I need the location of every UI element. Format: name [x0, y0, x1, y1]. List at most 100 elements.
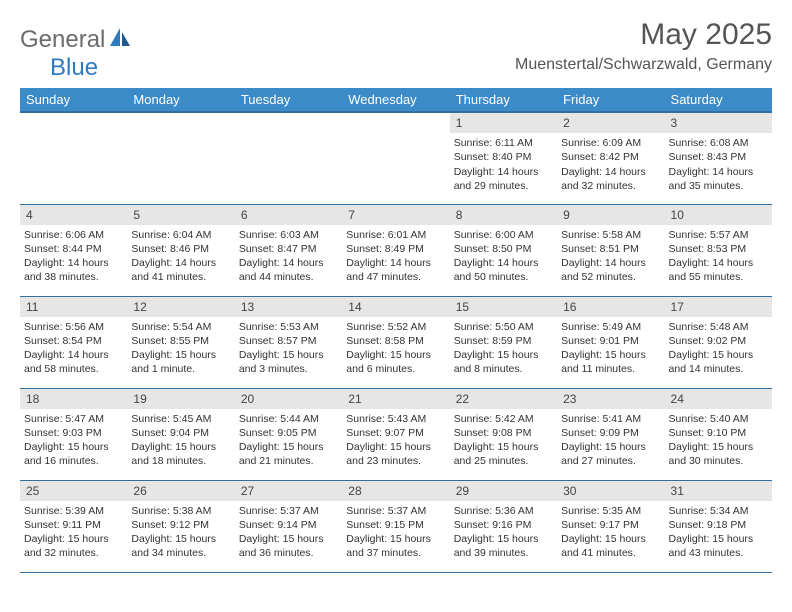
day-number: 21: [342, 389, 449, 409]
day-number: 8: [450, 205, 557, 225]
day-details: Sunrise: 5:40 AMSunset: 9:10 PMDaylight:…: [669, 412, 768, 469]
day-number: 19: [127, 389, 234, 409]
day-details: Sunrise: 6:01 AMSunset: 8:49 PMDaylight:…: [346, 228, 445, 285]
weekday-header: Monday: [127, 88, 234, 112]
weekday-header: Wednesday: [342, 88, 449, 112]
calendar-day-cell: 12 Sunrise: 5:54 AMSunset: 8:55 PMDayligh…: [127, 296, 234, 388]
calendar-day-cell: 17 Sunrise: 5:48 AMSunset: 9:02 PMDayligh…: [665, 296, 772, 388]
day-number: 1: [450, 113, 557, 133]
calendar-week-row: 1 Sunrise: 6:11 AMSunset: 8:40 PMDaylight…: [20, 112, 772, 204]
day-number: 23: [557, 389, 664, 409]
calendar-day-cell: 11Sunrise: 5:56 AMSunset: 8:54 PMDayligh…: [20, 296, 127, 388]
calendar-day-cell: 5Sunrise: 6:04 AMSunset: 8:46 PMDaylight…: [127, 204, 234, 296]
calendar-day-cell: 20 Sunrise: 5:44 AMSunset: 9:05 PMDayligh…: [235, 388, 342, 480]
weekday-header: Saturday: [665, 88, 772, 112]
day-details: Sunrise: 5:52 AMSunset: 8:58 PMDaylight:…: [346, 320, 445, 377]
day-number: 15: [450, 297, 557, 317]
calendar-week-row: 25 Sunrise: 5:39 AMSunset: 9:11 PMDayligh…: [20, 480, 772, 572]
weekday-row: SundayMondayTuesdayWednesdayThursdayFrid…: [20, 88, 772, 112]
day-details: Sunrise: 5:37 AMSunset: 9:15 PMDaylight:…: [346, 504, 445, 561]
calendar-day-cell: 3 Sunrise: 6:08 AMSunset: 8:43 PMDaylight…: [665, 112, 772, 204]
day-number: 29: [450, 481, 557, 501]
logo-text-general: General: [20, 26, 105, 54]
calendar-day-cell: 14Sunrise: 5:52 AMSunset: 8:58 PMDayligh…: [342, 296, 449, 388]
weekday-header: Friday: [557, 88, 664, 112]
day-details: Sunrise: 5:39 AMSunset: 9:11 PMDaylight:…: [24, 504, 123, 561]
day-details: Sunrise: 5:58 AMSunset: 8:51 PMDaylight:…: [561, 228, 660, 285]
weekday-header: Tuesday: [235, 88, 342, 112]
calendar-day-cell: 2Sunrise: 6:09 AMSunset: 8:42 PMDaylight…: [557, 112, 664, 204]
day-number: 22: [450, 389, 557, 409]
calendar-week-row: 18 Sunrise: 5:47 AMSunset: 9:03 PMDayligh…: [20, 388, 772, 480]
day-details: Sunrise: 5:35 AMSunset: 9:17 PMDaylight:…: [561, 504, 660, 561]
day-details: Sunrise: 5:47 AMSunset: 9:03 PMDaylight:…: [24, 412, 123, 469]
calendar-day-cell: 13Sunrise: 5:53 AMSunset: 8:57 PMDayligh…: [235, 296, 342, 388]
logo-text-blue: Blue: [50, 54, 98, 82]
day-number: 18: [20, 389, 127, 409]
calendar-day-cell: 25 Sunrise: 5:39 AMSunset: 9:11 PMDayligh…: [20, 480, 127, 572]
day-details: Sunrise: 5:34 AMSunset: 9:18 PMDaylight:…: [669, 504, 768, 561]
calendar-day-cell: 31 Sunrise: 5:34 AMSunset: 9:18 PMDayligh…: [665, 480, 772, 572]
calendar-day-cell: 21Sunrise: 5:43 AMSunset: 9:07 PMDayligh…: [342, 388, 449, 480]
day-number: 20: [235, 389, 342, 409]
day-number: 25: [20, 481, 127, 501]
day-details: Sunrise: 5:50 AMSunset: 8:59 PMDaylight:…: [454, 320, 553, 377]
month-title: May 2025: [515, 18, 772, 52]
day-details: Sunrise: 6:06 AMSunset: 8:44 PMDaylight:…: [24, 228, 123, 285]
day-number: 27: [235, 481, 342, 501]
calendar-day-cell: 22 Sunrise: 5:42 AMSunset: 9:08 PMDayligh…: [450, 388, 557, 480]
day-details: Sunrise: 5:45 AMSunset: 9:04 PMDaylight:…: [131, 412, 230, 469]
calendar-day-cell: 9 Sunrise: 5:58 AMSunset: 8:51 PMDaylight…: [557, 204, 664, 296]
day-details: Sunrise: 5:36 AMSunset: 9:16 PMDaylight:…: [454, 504, 553, 561]
day-number: 31: [665, 481, 772, 501]
calendar-day-cell: 30 Sunrise: 5:35 AMSunset: 9:17 PMDayligh…: [557, 480, 664, 572]
calendar-head: SundayMondayTuesdayWednesdayThursdayFrid…: [20, 88, 772, 112]
title-block: May 2025 Muenstertal/Schwarzwald, German…: [515, 18, 772, 74]
day-number: 16: [557, 297, 664, 317]
day-number: 4: [20, 205, 127, 225]
calendar-day-cell: 23Sunrise: 5:41 AMSunset: 9:09 PMDayligh…: [557, 388, 664, 480]
day-details: Sunrise: 5:48 AMSunset: 9:02 PMDaylight:…: [669, 320, 768, 377]
day-details: Sunrise: 5:54 AMSunset: 8:55 PMDaylight:…: [131, 320, 230, 377]
day-number: 28: [342, 481, 449, 501]
day-number: 6: [235, 205, 342, 225]
day-number: 3: [665, 113, 772, 133]
day-details: Sunrise: 5:56 AMSunset: 8:54 PMDaylight:…: [24, 320, 123, 377]
calendar-day-cell: 15 Sunrise: 5:50 AMSunset: 8:59 PMDayligh…: [450, 296, 557, 388]
calendar-day-cell: 10 Sunrise: 5:57 AMSunset: 8:53 PMDayligh…: [665, 204, 772, 296]
day-details: Sunrise: 6:03 AMSunset: 8:47 PMDaylight:…: [239, 228, 338, 285]
weekday-header: Sunday: [20, 88, 127, 112]
calendar-day-cell: [20, 112, 127, 204]
day-number: 17: [665, 297, 772, 317]
day-details: Sunrise: 6:08 AMSunset: 8:43 PMDaylight:…: [669, 136, 768, 193]
calendar-day-cell: [342, 112, 449, 204]
day-number: 10: [665, 205, 772, 225]
calendar-day-cell: 26 Sunrise: 5:38 AMSunset: 9:12 PMDayligh…: [127, 480, 234, 572]
day-details: Sunrise: 5:53 AMSunset: 8:57 PMDaylight:…: [239, 320, 338, 377]
day-number: 30: [557, 481, 664, 501]
day-details: Sunrise: 5:37 AMSunset: 9:14 PMDaylight:…: [239, 504, 338, 561]
calendar-day-cell: 8Sunrise: 6:00 AMSunset: 8:50 PMDaylight…: [450, 204, 557, 296]
calendar-week-row: 11Sunrise: 5:56 AMSunset: 8:54 PMDayligh…: [20, 296, 772, 388]
calendar-body: 1 Sunrise: 6:11 AMSunset: 8:40 PMDaylight…: [20, 112, 772, 572]
calendar-day-cell: 18 Sunrise: 5:47 AMSunset: 9:03 PMDayligh…: [20, 388, 127, 480]
day-details: Sunrise: 6:11 AMSunset: 8:40 PMDaylight:…: [454, 136, 553, 193]
day-details: Sunrise: 5:44 AMSunset: 9:05 PMDaylight:…: [239, 412, 338, 469]
day-number: 12: [127, 297, 234, 317]
day-number: 9: [557, 205, 664, 225]
day-number: 2: [557, 113, 664, 133]
day-number: 7: [342, 205, 449, 225]
logo: General: [20, 26, 134, 54]
day-number: 26: [127, 481, 234, 501]
calendar-day-cell: 4 Sunrise: 6:06 AMSunset: 8:44 PMDaylight…: [20, 204, 127, 296]
day-details: Sunrise: 5:49 AMSunset: 9:01 PMDaylight:…: [561, 320, 660, 377]
day-details: Sunrise: 5:42 AMSunset: 9:08 PMDaylight:…: [454, 412, 553, 469]
calendar-table: SundayMondayTuesdayWednesdayThursdayFrid…: [20, 88, 772, 573]
day-number: 5: [127, 205, 234, 225]
calendar-day-cell: 7 Sunrise: 6:01 AMSunset: 8:49 PMDaylight…: [342, 204, 449, 296]
day-details: Sunrise: 5:57 AMSunset: 8:53 PMDaylight:…: [669, 228, 768, 285]
day-details: Sunrise: 5:38 AMSunset: 9:12 PMDaylight:…: [131, 504, 230, 561]
location: Muenstertal/Schwarzwald, Germany: [515, 56, 772, 74]
sail-icon: [110, 28, 132, 53]
calendar-day-cell: [127, 112, 234, 204]
